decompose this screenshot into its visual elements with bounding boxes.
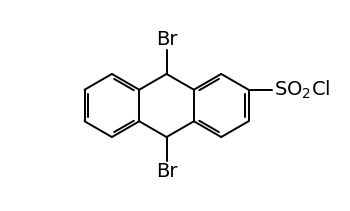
Text: Br: Br	[156, 162, 177, 181]
Text: Br: Br	[156, 30, 177, 49]
Text: SO$_2$Cl: SO$_2$Cl	[274, 78, 330, 101]
